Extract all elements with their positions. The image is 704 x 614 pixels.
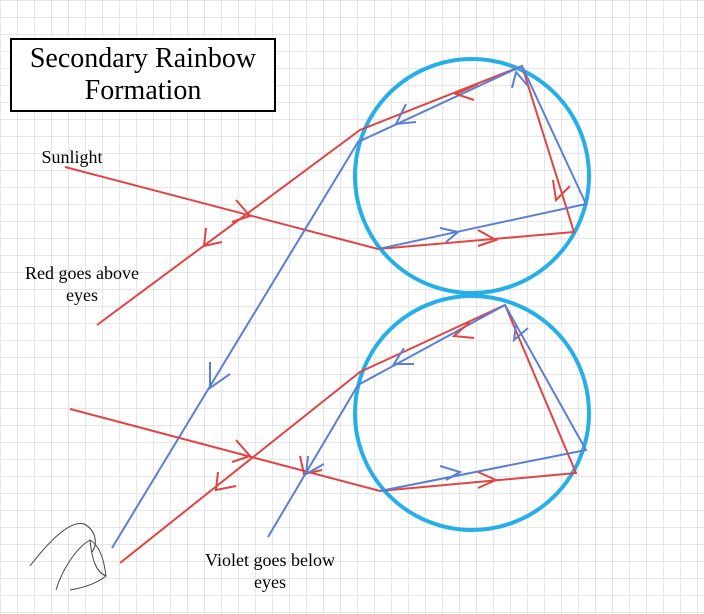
red-ray (69, 303, 578, 564)
title: Secondary Rainbow Formation (10, 38, 276, 112)
violet-ray (267, 303, 588, 538)
eye (29, 523, 107, 591)
red-ray (64, 64, 576, 326)
violet-ray (111, 64, 588, 549)
raindrop (353, 57, 591, 295)
raindrop (353, 294, 591, 532)
diagram-lines (29, 57, 591, 591)
label: Red goes above eyes (25, 263, 139, 305)
arrows (209, 69, 529, 481)
arrows (202, 83, 571, 492)
label: Violet goes below eyes (205, 550, 335, 592)
label: Sunlight (41, 147, 103, 167)
